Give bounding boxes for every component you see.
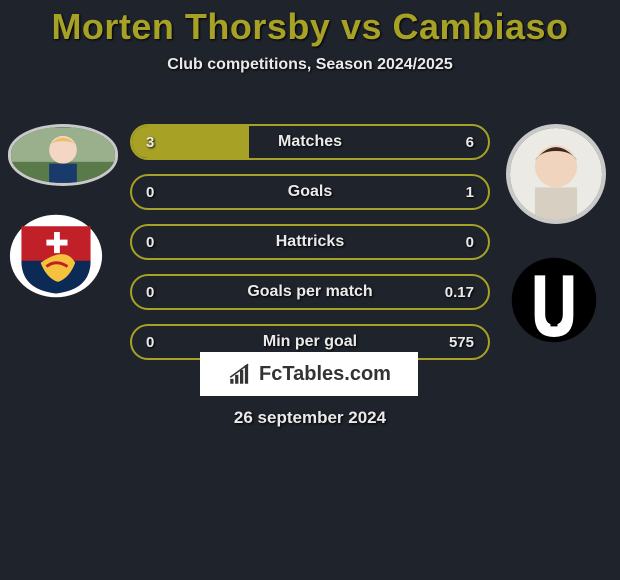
- person-icon: [510, 128, 602, 220]
- juventus-badge-icon: [506, 256, 602, 344]
- stat-row-hattricks: 00Hattricks: [130, 224, 490, 260]
- stat-label: Matches: [132, 126, 488, 158]
- stat-label: Goals: [132, 176, 488, 208]
- date-label: 26 september 2024: [0, 408, 620, 428]
- page-subtitle: Club competitions, Season 2024/2025: [0, 56, 620, 74]
- stat-label: Goals per match: [132, 276, 488, 308]
- comparison-card: Morten Thorsby vs Cambiaso Club competit…: [0, 0, 620, 580]
- stat-row-matches: 36Matches: [130, 124, 490, 160]
- stats-bars: 36Matches 01Goals 00Hattricks 00.17Goals pe…: [130, 124, 490, 374]
- stat-label: Hattricks: [132, 226, 488, 258]
- player-left-avatar: [8, 124, 118, 186]
- player-right-avatar: [506, 124, 606, 224]
- footer-brand-text: FcTables.com: [259, 363, 391, 386]
- player-right-column: [500, 124, 612, 344]
- stat-row-goals-per-match: 00.17Goals per match: [130, 274, 490, 310]
- page-title: Morten Thorsby vs Cambiaso: [0, 0, 620, 48]
- player-right-club-badge: [506, 256, 602, 344]
- player-left-column: [8, 124, 120, 300]
- footer-brand-logo[interactable]: FcTables.com: [200, 352, 418, 396]
- genoa-badge-icon: [8, 212, 104, 300]
- person-icon: [11, 127, 115, 183]
- stat-row-goals: 01Goals: [130, 174, 490, 210]
- player-left-club-badge: [8, 212, 104, 300]
- bar-chart-icon: [227, 361, 253, 387]
